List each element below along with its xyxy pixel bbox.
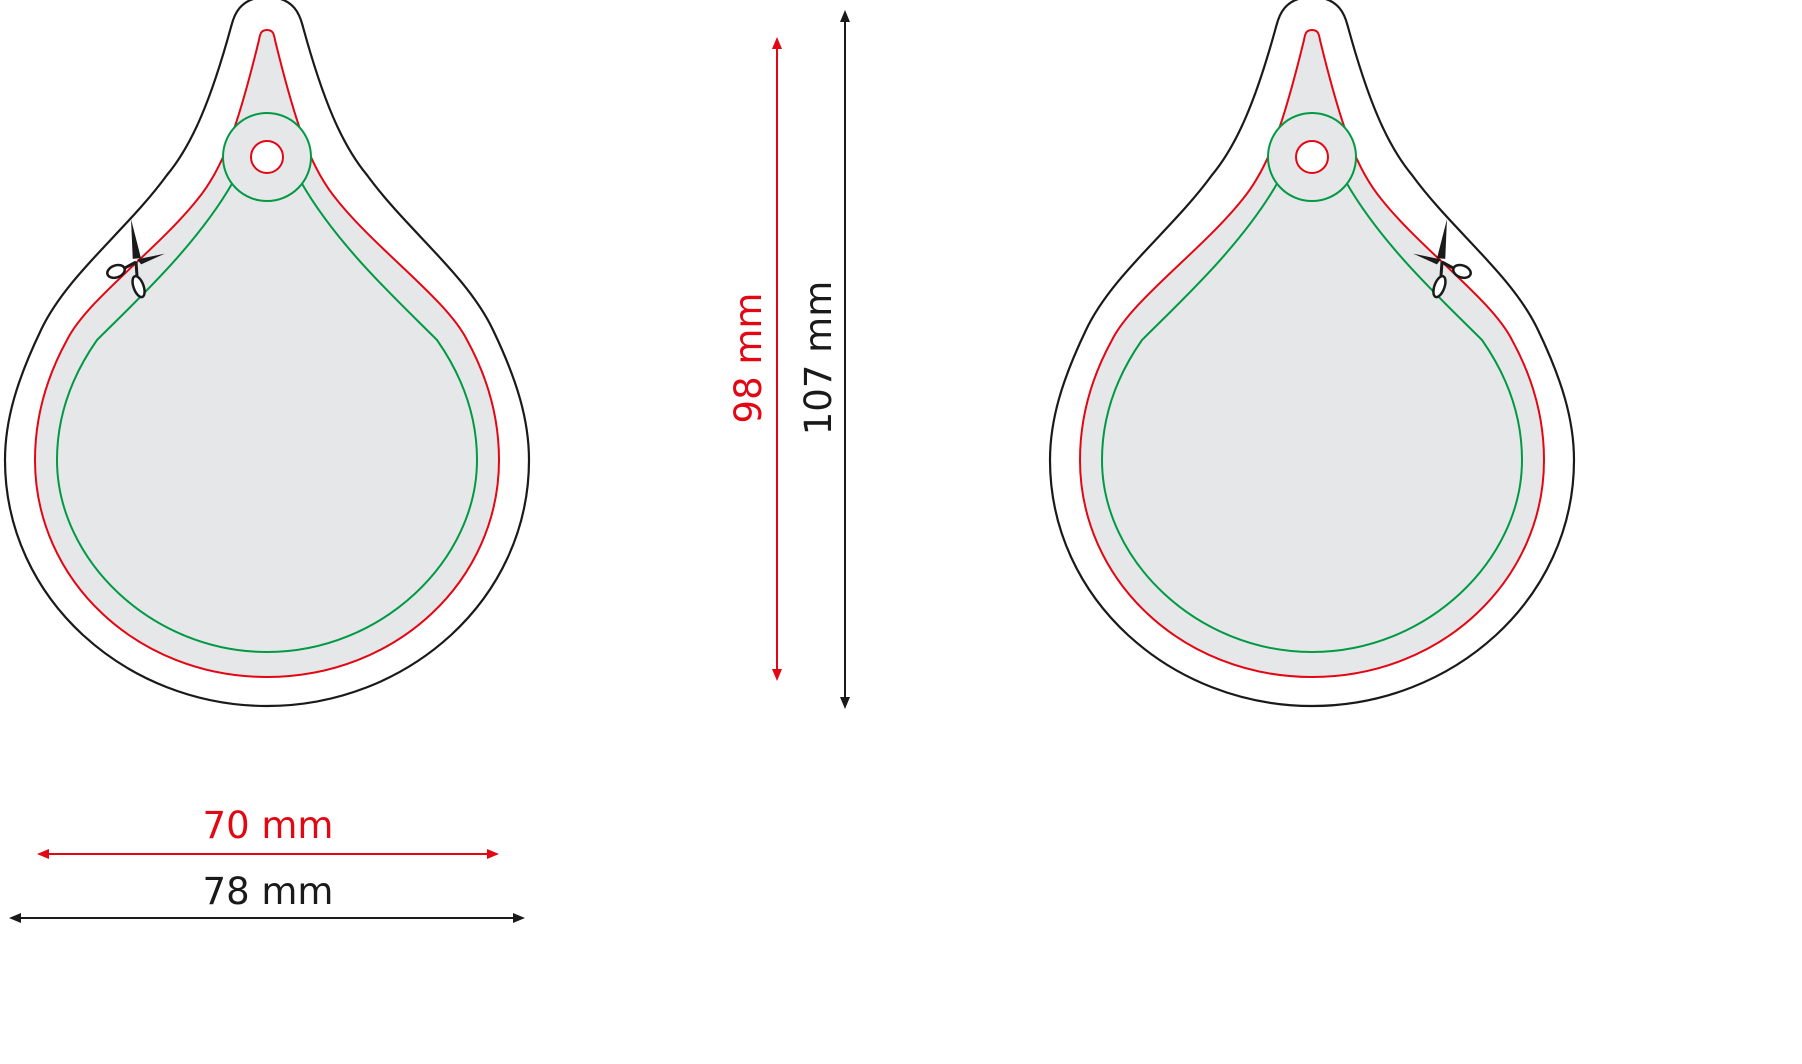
arrow-down-icon — [772, 669, 782, 681]
eyelet-hole — [1295, 140, 1329, 174]
arrow-left-icon — [37, 849, 49, 859]
scissors-icon — [106, 219, 165, 299]
arrow-up-icon — [772, 37, 782, 49]
drop-shape-right — [1048, 0, 1576, 708]
width-bleed-dimension: 70 mm — [37, 804, 499, 859]
arrow-up-icon — [840, 10, 850, 22]
arrow-down-icon — [840, 697, 850, 709]
height-bleed-dimension: 98 mm — [727, 37, 782, 681]
drop-shape-left — [3, 0, 531, 708]
width-bleed-label: 70 mm — [203, 804, 334, 847]
width-outer-dimension: 78 mm — [9, 870, 525, 923]
width-outer-label: 78 mm — [203, 870, 334, 913]
arrow-left-icon — [9, 913, 21, 923]
scissors-icon — [1413, 219, 1472, 299]
arrow-right-icon — [487, 849, 499, 859]
height-outer-label: 107 mm — [797, 281, 840, 435]
height-outer-dimension: 107 mm — [797, 10, 850, 709]
arrow-right-icon — [513, 913, 525, 923]
height-bleed-label: 98 mm — [727, 293, 770, 424]
eyelet-hole — [250, 140, 284, 174]
